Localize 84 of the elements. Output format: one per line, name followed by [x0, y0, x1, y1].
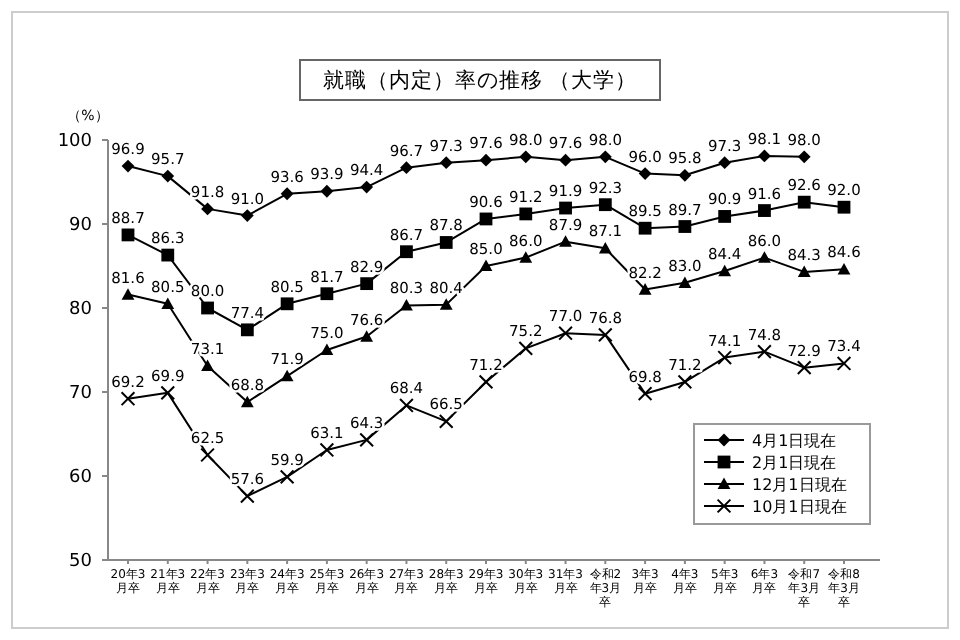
point [797, 265, 811, 277]
point [359, 432, 375, 448]
point [478, 374, 494, 390]
point [598, 198, 612, 212]
y-tick-label: 50 [69, 552, 93, 573]
y-tick-label: 70 [69, 384, 93, 405]
point [120, 391, 136, 407]
point [559, 201, 572, 215]
point [360, 180, 374, 194]
point [718, 156, 732, 170]
point [637, 386, 653, 402]
point [239, 488, 255, 504]
point [280, 297, 294, 311]
point [121, 159, 135, 173]
point [240, 395, 254, 408]
point [280, 187, 294, 201]
point [161, 297, 175, 309]
legend-label: 10月1日現在 [752, 497, 847, 516]
point [558, 325, 573, 341]
point [121, 288, 135, 300]
point [519, 251, 533, 263]
point [837, 262, 851, 275]
point [438, 414, 454, 429]
point [757, 344, 772, 360]
y-tick-label: 80 [69, 300, 93, 321]
point [678, 276, 692, 288]
point [796, 360, 812, 376]
point [400, 161, 413, 175]
point [439, 156, 453, 170]
legend-label: 2月1日現在 [752, 453, 837, 472]
point [279, 469, 295, 485]
point [320, 287, 334, 301]
point [439, 236, 453, 249]
point [718, 210, 732, 223]
point [758, 251, 771, 263]
point [519, 150, 533, 164]
point [559, 235, 572, 247]
point [758, 204, 771, 217]
point [758, 149, 771, 163]
point [598, 150, 612, 164]
point [399, 398, 414, 413]
point [400, 299, 413, 311]
point [678, 168, 692, 182]
point [797, 195, 811, 209]
y-tick-label: 100 [57, 132, 93, 153]
point [400, 245, 413, 259]
point [201, 202, 214, 216]
chart-title: 就職（内定）率の推移 （大学） [322, 67, 638, 94]
point [201, 301, 214, 315]
point [240, 209, 254, 222]
point [677, 374, 693, 390]
legend-label: 12月1日現在 [752, 475, 847, 494]
point [837, 200, 851, 214]
point [597, 327, 613, 343]
point [518, 340, 534, 356]
point [836, 356, 852, 371]
point [439, 298, 453, 310]
point [161, 169, 175, 183]
point [559, 153, 572, 167]
point [797, 150, 811, 164]
legend-label: 4月1日現在 [752, 431, 837, 450]
point [678, 220, 692, 233]
point [479, 153, 493, 167]
point [320, 343, 334, 356]
point [479, 259, 493, 272]
point [319, 442, 335, 458]
point [638, 283, 652, 295]
point [717, 350, 733, 365]
point [519, 207, 533, 221]
point [240, 323, 254, 337]
point [280, 369, 294, 382]
point [161, 248, 175, 262]
point [201, 359, 214, 372]
point [638, 221, 652, 235]
point [598, 241, 612, 254]
point [718, 264, 732, 277]
point [638, 167, 652, 180]
point [360, 277, 374, 291]
y-tick-label: 90 [69, 216, 93, 237]
point [320, 184, 334, 198]
point [200, 447, 215, 463]
point [360, 330, 374, 342]
y-tick-label: 60 [69, 468, 93, 489]
point [160, 385, 176, 401]
